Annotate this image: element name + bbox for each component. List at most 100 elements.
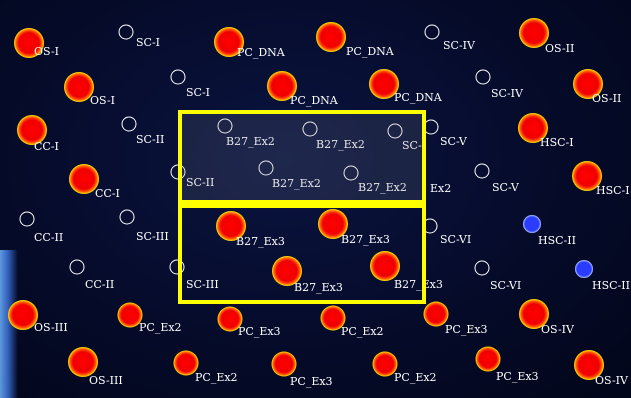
label-sc-v-3a: SC-V (440, 135, 467, 148)
spot-sc-i-1a (118, 24, 134, 40)
label-sc-iii-6a: SC-III (186, 278, 219, 291)
label-b27-ex3-5b: B27_Ex3 (341, 233, 390, 246)
spot-os-iv-8a (574, 350, 604, 380)
label-cc-ii-5a: CC-II (34, 231, 64, 244)
spot-cc-ii-6a (69, 259, 85, 275)
label-b27-ex2-4a: B27_Ex2 (272, 177, 321, 190)
spot-os-i-1a (14, 28, 44, 58)
label-pc-ex2-7b: PC_Ex2 (341, 325, 384, 338)
spot-sc-i-2a (170, 69, 186, 85)
label-pc-dna-2b: PC_DNA (394, 91, 442, 104)
spot-hsc-ii-6a (575, 260, 593, 278)
label-pc-ex2-8a: PC_Ex2 (195, 371, 238, 384)
spot-pc-dna-1b (316, 22, 346, 52)
spot-sc-iv-2a (475, 69, 491, 85)
spot-pc-dna-2b (369, 69, 399, 99)
label-sc-i-1a: SC-I (136, 36, 161, 49)
label-sc-vi-5a: SC-VI (440, 233, 472, 246)
spot-pc-ex2-8a (173, 350, 199, 376)
label-os-ii-2a: OS-II (592, 92, 622, 105)
label-hsc-i-4a: HSC-I (596, 184, 630, 197)
label-pc-ex3-8b: PC_Ex3 (496, 370, 539, 383)
spot-sc-iii-5a (119, 209, 135, 225)
spot-hsc-i-4a (572, 161, 602, 191)
spot-b27-ex3-6b (370, 251, 400, 281)
spot-sc-iii-6a (169, 259, 185, 275)
label-b27-ex3-6b: B27_Ex3 (394, 278, 443, 291)
spot-b27-ex3-5a (216, 211, 246, 241)
label-hsc-ii-5a: HSC-II (538, 234, 576, 247)
spot-sc-v-4a (474, 163, 490, 179)
spot-os-iii-7a (8, 300, 38, 330)
highlight-box-ex3 (178, 204, 426, 304)
label-sc-i-2a: SC-I (186, 86, 211, 99)
label-sc-iv-1a: SC-IV (443, 39, 475, 52)
spot-hsc-i-3a (518, 113, 548, 143)
label-sc-ii-3a: SC-II (136, 133, 165, 146)
spot-pc-ex2-8b (372, 351, 398, 377)
spot-pc-ex2-7a (117, 302, 143, 328)
spot-cc-i-4a (69, 164, 99, 194)
label-os-i-1a: OS-I (34, 45, 60, 58)
label-sc-vi-6a: SC-VI (490, 279, 522, 292)
spot-os-i-2a (64, 72, 94, 102)
spot-b27-ex3-6a (272, 256, 302, 286)
spot-pc-ex3-7b (423, 301, 449, 327)
label-sc-v-4a: SC-V (492, 181, 519, 194)
label-pc-ex3-7a: PC_Ex3 (238, 325, 281, 338)
spot-b27-ex2-4a (258, 160, 274, 176)
highlight-box-ex2 (178, 110, 426, 204)
label-b27-ex2-3a: B27_Ex2 (226, 135, 275, 148)
spot-pc-ex3-8a (271, 351, 297, 377)
label-os-iv-8a: OS-IV (595, 374, 628, 387)
label-b27-ex2-4b: B27_Ex2 (358, 181, 407, 194)
label-b27-ex3-5a: B27_Ex3 (236, 235, 285, 248)
label-sc-3a: SC- (402, 139, 422, 152)
spot-hsc-ii-5a (523, 215, 541, 233)
label-hsc-ii-6a: HSC-II (592, 279, 630, 292)
spot-b27-ex2-3b (302, 121, 318, 137)
label-pc-ex2-7a: PC_Ex2 (139, 321, 182, 334)
label-cc-ii-6a: CC-II (85, 278, 115, 291)
label-pc-dna-1b: PC_DNA (346, 45, 394, 58)
label-b27-ex3-6a: B27_Ex3 (294, 281, 343, 294)
label-cc-i-4a: CC-I (95, 187, 120, 200)
label-pc-ex3-8a: PC_Ex3 (290, 375, 333, 388)
spot-pc-dna-1a (214, 27, 244, 57)
spot-cc-i-3a (17, 115, 47, 145)
spot-b27-ex3-5b (318, 209, 348, 239)
spot-pc-ex3-8b (475, 346, 501, 372)
spot-os-ii-1a (519, 18, 549, 48)
label-pc-ex2-8b: PC_Ex2 (394, 371, 437, 384)
spot-sc-3a (387, 123, 403, 139)
spot-os-iv-7a (519, 299, 549, 329)
label-sc-iii-5a: SC-III (136, 230, 169, 243)
label-pc-dna-1a: PC_DNA (237, 46, 285, 59)
spot-pc-dna-2a (267, 71, 297, 101)
label-ex2-4a: Ex2 (430, 182, 452, 195)
spot-pc-ex3-7a (217, 306, 243, 332)
label-os-ii-1a: OS-II (545, 42, 575, 55)
label-b27-ex2-3b: B27_Ex2 (316, 138, 365, 151)
spot-b27-ex2-3a (217, 118, 233, 134)
label-pc-dna-2a: PC_DNA (290, 94, 338, 107)
label-os-iv-7a: OS-IV (541, 323, 574, 336)
label-os-iii-8a: OS-III (89, 374, 123, 387)
spot-cc-ii-5a (19, 211, 35, 227)
spot-os-ii-2a (573, 69, 603, 99)
spot-os-iii-8a (68, 347, 98, 377)
label-sc-iv-2a: SC-IV (491, 87, 523, 100)
spot-sc-vi-6a (474, 260, 490, 276)
label-cc-i-3a: CC-I (34, 140, 59, 153)
label-os-iii-7a: OS-III (34, 321, 68, 334)
spot-pc-ex2-7b (320, 305, 346, 331)
spot-b27-ex2-4b (343, 165, 359, 181)
label-sc-ii-4a: SC-II (186, 176, 215, 189)
label-hsc-i-3a: HSC-I (540, 136, 574, 149)
spot-sc-iv-1a (424, 24, 440, 40)
spot-sc-ii-3a (121, 116, 137, 132)
label-pc-ex3-7b: PC_Ex3 (445, 323, 488, 336)
edge-glow (0, 250, 18, 398)
label-os-i-2a: OS-I (90, 94, 116, 107)
